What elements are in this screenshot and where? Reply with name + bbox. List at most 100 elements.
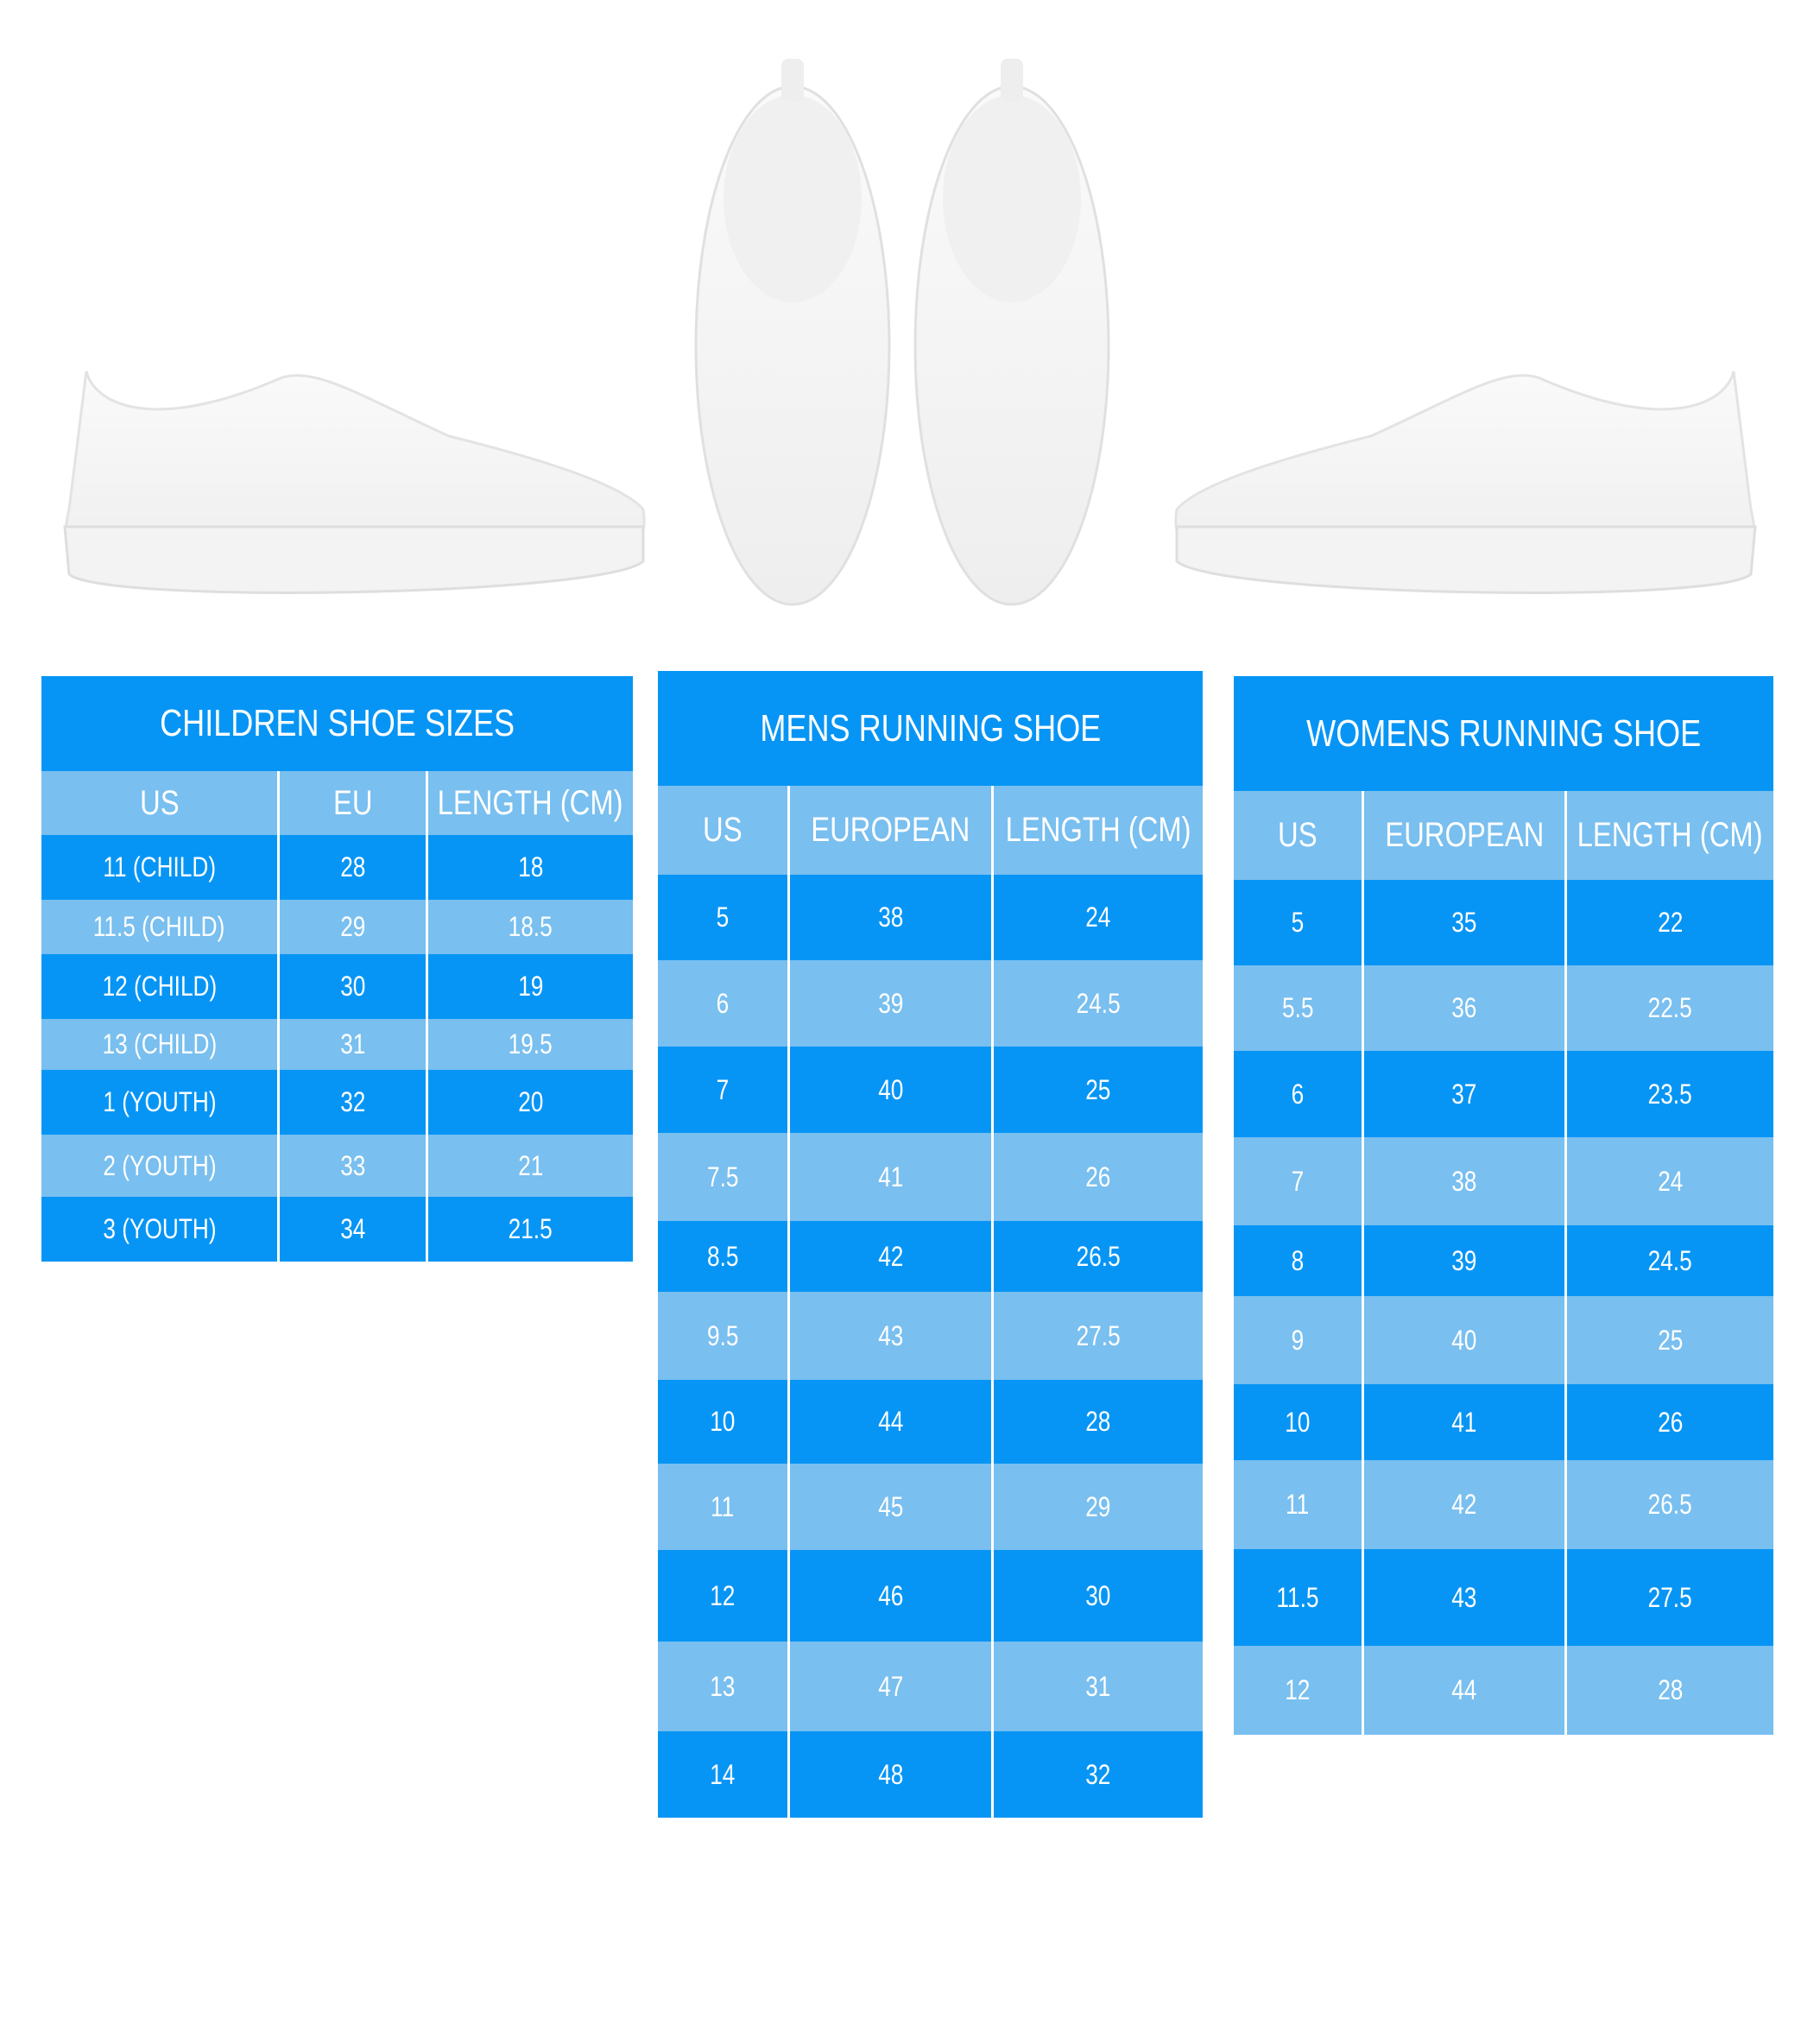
cell-text: 33: [339, 1149, 366, 1181]
table-cell: 25: [1567, 1296, 1773, 1384]
table-cell: 13: [658, 1642, 787, 1731]
cell-text: 19: [517, 971, 544, 1002]
table-row: 13 47 31: [658, 1642, 1203, 1731]
cell-text: 13 (CHILD): [102, 1028, 217, 1060]
table-row: 10 44 28: [658, 1380, 1203, 1464]
table-row: 6 39 24.5: [658, 960, 1203, 1047]
column-divider: [277, 771, 280, 1262]
table-cell: 29: [994, 1464, 1203, 1550]
cell-text: 5.5: [1281, 992, 1314, 1023]
table-cell: 44: [790, 1380, 991, 1464]
table-cell: 12: [1234, 1646, 1362, 1735]
table-cell: 28: [280, 835, 426, 900]
table-row: 13 (CHILD) 31 19.5: [41, 1019, 633, 1070]
cell-text: 20: [517, 1086, 544, 1117]
table-cell: 37: [1364, 1051, 1564, 1137]
table-cell: 46: [790, 1550, 991, 1642]
table-cell: 38: [1364, 1137, 1564, 1225]
table-cell: 11.5: [1234, 1549, 1362, 1646]
cell-text: 3 (YOUTH): [102, 1213, 217, 1244]
table-cell: 28: [994, 1380, 1203, 1464]
table-cell: 29: [280, 900, 426, 954]
table-cell: 11: [658, 1464, 787, 1550]
table-row: 7 40 25: [658, 1047, 1203, 1133]
table-cell: 38: [790, 875, 991, 960]
table-cell: 18: [428, 835, 633, 900]
cell-text: 39: [877, 987, 904, 1019]
table-cell: 19: [428, 954, 633, 1019]
cell-text: 7: [716, 1073, 730, 1105]
cell-text: 38: [1451, 1165, 1477, 1197]
table-row: 2 (YOUTH) 33 21: [41, 1135, 633, 1197]
table-cell: 21: [428, 1135, 633, 1197]
table-row: 7 38 24: [1234, 1137, 1773, 1225]
cell-text: 6: [716, 987, 730, 1019]
table-cell: 32: [994, 1731, 1203, 1818]
cell-text: 11 (CHILD): [103, 851, 216, 882]
table-cell: EUROPEAN: [1364, 791, 1564, 880]
table-title: CHILDREN SHOE SIZES: [41, 676, 633, 771]
cell-text: 25: [1085, 1073, 1111, 1105]
table-cell: 45: [790, 1464, 991, 1550]
table-cell: 26.5: [994, 1221, 1203, 1292]
cell-text: 10: [1285, 1406, 1311, 1438]
table-cell: 5: [1234, 880, 1362, 965]
table-cell: 31: [994, 1642, 1203, 1731]
table-cell: 48: [790, 1731, 991, 1818]
table-header-row: US EUROPEAN LENGTH (CM): [658, 786, 1203, 875]
sneaker-side-left-image: [63, 370, 646, 594]
table-cell: 40: [1364, 1296, 1564, 1384]
cell-text: 32: [1085, 1758, 1111, 1790]
cell-text: LENGTH (CM): [1577, 816, 1764, 854]
table-cell: 39: [1364, 1225, 1564, 1296]
table-cell: 30: [280, 954, 426, 1019]
cell-text: 26: [1657, 1406, 1684, 1438]
table-cell: 2 (YOUTH): [41, 1135, 277, 1197]
table-cell: US: [658, 786, 787, 875]
table-cell: 19.5: [428, 1019, 633, 1070]
table-row: 11 42 26.5: [1234, 1460, 1773, 1549]
cell-text: 11.5: [1276, 1581, 1319, 1613]
table-cell: 26: [1567, 1384, 1773, 1460]
table-cell: 34: [280, 1197, 426, 1262]
cell-text: 42: [877, 1240, 904, 1272]
table-cell: 12: [658, 1550, 787, 1642]
table-cell: 12 (CHILD): [41, 954, 277, 1019]
table-row: 8 39 24.5: [1234, 1225, 1773, 1296]
column-divider: [1564, 791, 1567, 1735]
cell-text: EUROPEAN: [1384, 816, 1545, 854]
cell-text: 43: [877, 1319, 904, 1351]
cell-text: 23.5: [1647, 1078, 1693, 1110]
cell-text: 21.5: [508, 1213, 553, 1244]
cell-text: 13: [710, 1670, 736, 1702]
cell-text: 11: [711, 1490, 735, 1522]
table-cell: US: [1234, 791, 1362, 880]
table-cell: 7: [1234, 1137, 1362, 1225]
cell-text: 12: [710, 1579, 736, 1611]
cell-text: 46: [877, 1579, 904, 1611]
table-cell: 5.5: [1234, 965, 1362, 1051]
table-cell: 26.5: [1567, 1460, 1773, 1549]
table-row: 14 48 32: [658, 1731, 1203, 1818]
table-row: 9.5 43 27.5: [658, 1292, 1203, 1380]
table-cell: 18.5: [428, 900, 633, 954]
cell-text: 29: [1085, 1490, 1111, 1522]
table-cell: 42: [1364, 1460, 1564, 1549]
table-row: 9 40 25: [1234, 1296, 1773, 1384]
cell-text: 40: [1451, 1324, 1477, 1356]
table-cell: 23.5: [1567, 1051, 1773, 1137]
cell-text: 44: [877, 1406, 904, 1437]
table-cell: 8.5: [658, 1221, 787, 1292]
table-cell: 26: [994, 1133, 1203, 1221]
cell-text: 18: [517, 851, 544, 882]
table-row: 11.5 (CHILD) 29 18.5: [41, 900, 633, 954]
table-cell: 43: [1364, 1549, 1564, 1646]
cell-text: 5: [716, 901, 730, 933]
column-divider: [426, 771, 428, 1262]
table-title: MENS RUNNING SHOE: [658, 671, 1203, 786]
table-cell: 11: [1234, 1460, 1362, 1549]
cell-text: 24: [1085, 901, 1111, 933]
table-row: 10 41 26: [1234, 1384, 1773, 1460]
table-row: 11.5 43 27.5: [1234, 1549, 1773, 1646]
cell-text: 32: [339, 1086, 366, 1117]
